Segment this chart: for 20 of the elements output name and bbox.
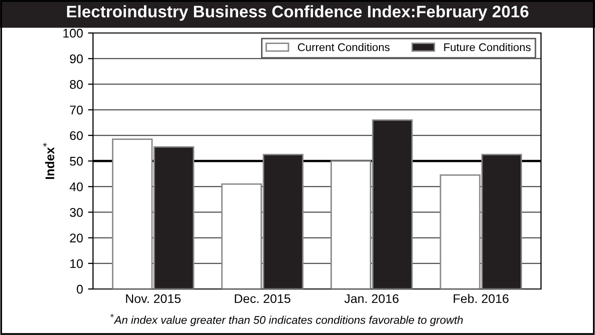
x-tick-label: Dec. 2015 [234, 294, 290, 304]
y-tick-label: 70 [70, 106, 83, 114]
x-tick-label: Jan. 2016 [344, 294, 399, 304]
y-tick-label: 100 [63, 28, 83, 38]
y-tick-label: 20 [70, 234, 83, 242]
y-tick-label: 80 [70, 80, 83, 89]
legend-label: Future Conditions [444, 43, 531, 52]
chart-title: Electroindustry Business Confidence Index:February 2016 [67, 5, 528, 21]
y-tick-label: 40 [70, 182, 83, 192]
text: $^{*}$An index value greater than 50 indicates conditions favorable to growth [110, 314, 463, 326]
y-tick-label: 50 [70, 156, 83, 166]
y-axis-title: Index$^{*}$ [42, 142, 54, 179]
y-tick-label: 60 [70, 131, 83, 140]
legend-label: Current Conditions [298, 43, 390, 52]
y-tick-label: 30 [70, 208, 83, 217]
y-tick-label: 10 [70, 259, 83, 268]
x-tick-label: Nov. 2015 [126, 294, 181, 304]
x-tick-label: Feb. 2016 [454, 294, 508, 304]
y-tick-label: 90 [70, 54, 83, 64]
y-tick-label: 0 [76, 284, 83, 294]
